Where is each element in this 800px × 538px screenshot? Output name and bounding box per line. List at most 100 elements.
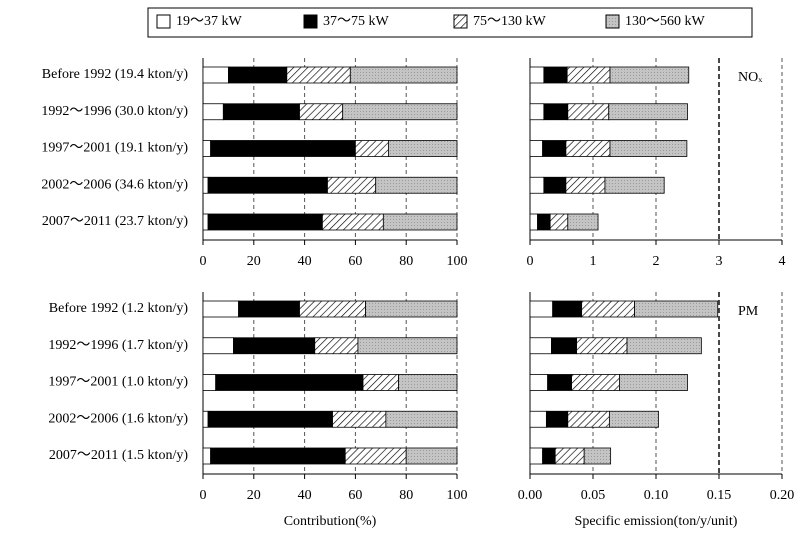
x-tick-label: 0 bbox=[200, 488, 207, 503]
bar-segment bbox=[202, 410, 209, 428]
bar-segment bbox=[321, 213, 384, 231]
legend-label: 37～75 kW bbox=[323, 14, 389, 29]
bar-segment bbox=[207, 213, 323, 231]
bar-segment bbox=[551, 337, 578, 355]
legend-swatch bbox=[605, 14, 620, 29]
bar-segment bbox=[299, 300, 366, 318]
bar-segment bbox=[529, 337, 552, 355]
bar-segment bbox=[405, 447, 458, 465]
x-tick-label: 0 bbox=[200, 254, 207, 269]
bar-segment bbox=[222, 103, 300, 121]
bar-segment bbox=[537, 213, 551, 231]
panel-label: NOₓ bbox=[738, 70, 763, 85]
bar-segment bbox=[609, 140, 688, 157]
x-tick-label: 0.00 bbox=[518, 488, 543, 503]
bar-segment bbox=[238, 300, 300, 318]
y-tick-label: 2007～2011 (1.5 kton/y) bbox=[49, 448, 188, 463]
bar-segment bbox=[609, 66, 690, 84]
bar-segment bbox=[567, 410, 610, 428]
bar-segment bbox=[547, 374, 572, 391]
bar-segment bbox=[202, 374, 217, 391]
y-tick-label: Before 1992 (19.4 kton/y) bbox=[42, 67, 189, 82]
legend-label: 130～560 kW bbox=[625, 14, 705, 29]
bar-segment bbox=[566, 66, 611, 84]
y-tick-label: 1992～1996 (30.0 kton/y) bbox=[41, 104, 188, 119]
x-tick-label: 40 bbox=[298, 488, 312, 503]
bar-segment bbox=[388, 140, 458, 157]
x-tick-label: 80 bbox=[399, 254, 413, 269]
bar-segment bbox=[365, 300, 458, 318]
bar-segment bbox=[634, 300, 719, 318]
bar-segment bbox=[357, 337, 458, 355]
bar-segment bbox=[227, 66, 288, 84]
bar-segment bbox=[202, 300, 239, 318]
x-tick-label: 100 bbox=[447, 488, 468, 503]
bar-segment bbox=[398, 374, 458, 391]
x-tick-label: 80 bbox=[399, 488, 413, 503]
x-tick-label: 0 bbox=[527, 254, 534, 269]
bar-segment bbox=[543, 176, 567, 194]
bar-segment bbox=[554, 447, 585, 465]
legend-box bbox=[147, 7, 753, 38]
x-tick-label: 3 bbox=[716, 254, 723, 269]
bar-segment bbox=[202, 140, 212, 157]
bar-segment bbox=[552, 300, 583, 318]
x-tick-label: 20 bbox=[247, 254, 261, 269]
bar-segment bbox=[545, 410, 569, 428]
y-tick-label: 1997～2001 (1.0 kton/y) bbox=[48, 375, 188, 390]
bar-segment bbox=[202, 213, 209, 231]
bar-segment bbox=[382, 213, 458, 231]
bar-segment bbox=[604, 176, 665, 194]
bar-segment bbox=[529, 447, 544, 465]
bar-segment bbox=[543, 103, 569, 121]
bar-segment bbox=[385, 410, 458, 428]
bar-segment bbox=[581, 300, 635, 318]
panel-label: PM bbox=[738, 304, 759, 319]
y-tick-label: 2002～2006 (34.6 kton/y) bbox=[41, 177, 188, 192]
y-tick-label: 2002～2006 (1.6 kton/y) bbox=[48, 411, 188, 426]
bar-segment bbox=[362, 374, 399, 391]
bar-segment bbox=[344, 447, 407, 465]
x-tick-label: 20 bbox=[247, 488, 261, 503]
bar-segment bbox=[354, 140, 389, 157]
legend-swatch bbox=[156, 14, 171, 29]
x-tick-label: 2 bbox=[653, 254, 660, 269]
bar-segment bbox=[583, 447, 612, 465]
bar-segment bbox=[565, 140, 611, 157]
x-tick-label: 100 bbox=[447, 254, 468, 269]
x-tick-label: 60 bbox=[348, 488, 362, 503]
bar-segment bbox=[332, 410, 387, 428]
bar-segment bbox=[576, 337, 628, 355]
bar-segment bbox=[233, 337, 316, 355]
x-tick-label: 1 bbox=[590, 254, 597, 269]
legend-label: 19～37 kW bbox=[176, 14, 242, 29]
y-tick-label: 1997～2001 (19.1 kton/y) bbox=[41, 141, 188, 156]
x-tick-label: 0.05 bbox=[581, 488, 606, 503]
bar-segment bbox=[375, 176, 458, 194]
x-tick-label: 0.20 bbox=[770, 488, 795, 503]
bar-segment bbox=[327, 176, 377, 194]
bar-segment bbox=[349, 66, 458, 84]
bar-segment bbox=[342, 103, 458, 121]
bar-segment bbox=[529, 213, 538, 231]
bar-segment bbox=[529, 140, 544, 157]
bar-segment bbox=[286, 66, 351, 84]
bar-segment bbox=[571, 374, 620, 391]
x-axis-label: Contribution(%) bbox=[284, 514, 377, 529]
bar-segment bbox=[202, 447, 212, 465]
bar-segment bbox=[608, 410, 659, 428]
bar-segment bbox=[619, 374, 688, 391]
bar-segment bbox=[608, 103, 688, 121]
bar-segment bbox=[202, 337, 234, 355]
y-tick-label: 1992～1996 (1.7 kton/y) bbox=[48, 338, 188, 353]
y-tick-label: Before 1992 (1.2 kton/y) bbox=[49, 301, 189, 316]
bar-segment bbox=[314, 337, 359, 355]
bar-segment bbox=[210, 447, 346, 465]
legend-label: 75～130 kW bbox=[473, 14, 546, 29]
bar-segment bbox=[549, 213, 569, 231]
bar-segment bbox=[542, 140, 567, 157]
bar-segment bbox=[210, 140, 356, 157]
bar-segment bbox=[207, 410, 333, 428]
x-tick-label: 4 bbox=[779, 254, 786, 269]
